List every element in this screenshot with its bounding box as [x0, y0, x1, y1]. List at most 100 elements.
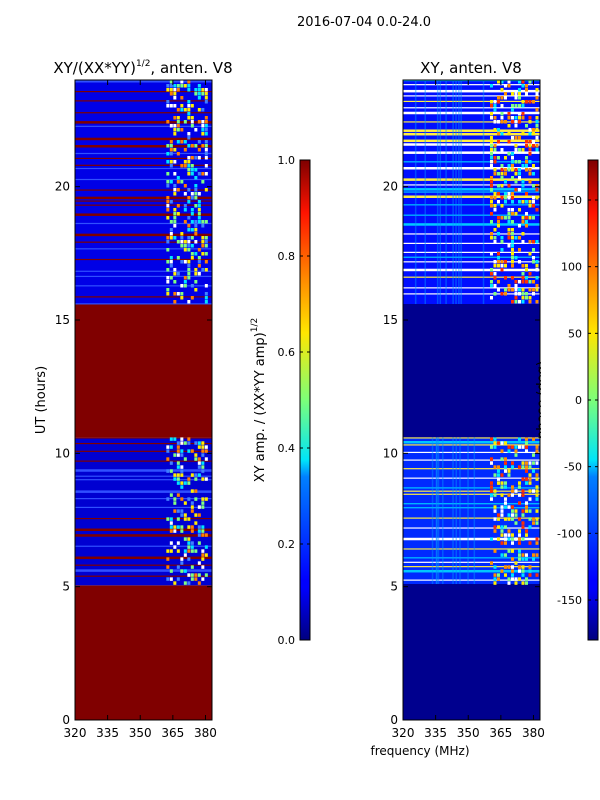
amp-speckle [194, 573, 198, 577]
amp-speckle [166, 292, 170, 296]
amp-speckle [204, 300, 208, 304]
amp-speckle [176, 509, 180, 513]
amp-flag-line [75, 296, 212, 298]
amp-speckle [166, 144, 170, 148]
amp-flag-line [75, 200, 212, 202]
phase-speckle [517, 485, 521, 489]
phase-speckle [489, 481, 493, 485]
cbar-tick-label: 0.2 [278, 538, 296, 551]
phase-speckle [510, 565, 514, 569]
phase-speckle [535, 276, 539, 280]
phase-flag-line [403, 268, 540, 272]
phase-speckle [493, 144, 497, 148]
phase-speckle [503, 260, 507, 264]
amp-speckle [201, 565, 205, 569]
phase-flag-line [403, 468, 540, 470]
phase-speckle [514, 581, 518, 585]
amp-flag-line [75, 112, 212, 114]
phase-speckle [521, 180, 525, 184]
amp-speckle [197, 204, 201, 208]
amp-speckle [194, 92, 198, 96]
phase-speckle [493, 240, 497, 244]
amp-speckle [190, 144, 194, 148]
phase-speckle [510, 517, 514, 521]
phase-speckle [510, 232, 514, 236]
amp-speckle [204, 172, 208, 176]
phase-speckle [531, 453, 535, 457]
phase-speckle [493, 192, 497, 196]
phase-flag-line [403, 233, 540, 235]
phase-speckle [507, 577, 511, 581]
amp-flag-line [75, 189, 212, 191]
amp-speckle [176, 441, 180, 445]
amp-speckle [201, 465, 205, 469]
amp-speckle [197, 441, 201, 445]
phase-speckle [514, 445, 518, 449]
phase-speckle [507, 216, 511, 220]
amp-speckle [190, 168, 194, 172]
amp-flag-line [75, 80, 212, 83]
phase-speckle [514, 577, 518, 581]
phase-speckle [528, 168, 532, 172]
phase-speckle [528, 288, 532, 292]
amp-speckle [169, 236, 173, 240]
amp-speckle [169, 469, 173, 473]
phase-speckle [517, 533, 521, 537]
amp-flag-line [75, 241, 212, 243]
phase-speckle [524, 168, 528, 172]
amp-speckle [169, 200, 173, 204]
phase-axis-ticks: 320 335 350 365 380 0 5 10 15 20 [383, 80, 545, 740]
amp-speckle [180, 465, 184, 469]
phase-speckle [510, 300, 514, 304]
phase-speckle [531, 469, 535, 473]
amp-flag-line [75, 137, 212, 141]
amp-speckle [180, 481, 184, 485]
phase-column [445, 80, 447, 304]
amp-speckle [194, 513, 198, 517]
amp-speckle [180, 473, 184, 477]
phase-speckle [503, 525, 507, 529]
phase-speckle [510, 533, 514, 537]
amp-flag-line [75, 213, 212, 216]
phase-speckle [514, 236, 518, 240]
amp-speckle [204, 477, 208, 481]
amp-speckle [201, 268, 205, 272]
amp-flag-line [75, 164, 212, 166]
phase-speckle [524, 557, 528, 561]
phase-speckle [510, 164, 514, 168]
amp-speckle [180, 569, 184, 573]
phase-speckle [496, 232, 500, 236]
amp-speckle [197, 260, 201, 264]
phase-speckle [503, 553, 507, 557]
cbar-tick-label: 0.4 [278, 442, 296, 455]
phase-speckle [507, 220, 511, 224]
amp-speckle [201, 445, 205, 449]
phase-speckle [524, 212, 528, 216]
phase-speckle [531, 200, 535, 204]
phase-column [482, 80, 485, 304]
phase-speckle [524, 445, 528, 449]
phase-flag-line [403, 95, 540, 97]
phase-speckle [507, 288, 511, 292]
amp-speckle [166, 565, 170, 569]
phase-flag-line [403, 557, 540, 559]
amp-speckle [169, 521, 173, 525]
phase-speckle [510, 196, 514, 200]
amp-speckle [176, 124, 180, 128]
phase-speckle [521, 445, 525, 449]
amp-flag-line [75, 285, 212, 287]
amp-speckle [173, 172, 177, 176]
amp-speckle [204, 284, 208, 288]
phase-speckle [514, 124, 518, 128]
amp-speckle [187, 276, 191, 280]
phase-speckle [493, 228, 497, 232]
amp-speckle [204, 240, 208, 244]
amp-speckle [180, 240, 184, 244]
amp-ytick-label: 0 [62, 713, 70, 727]
amp-ytick-label: 20 [55, 180, 70, 194]
phase-flag-line [403, 276, 540, 278]
amp-speckle [190, 541, 194, 545]
phase-speckle [531, 184, 535, 188]
phase-speckle [524, 140, 528, 144]
phase-speckle [514, 288, 518, 292]
